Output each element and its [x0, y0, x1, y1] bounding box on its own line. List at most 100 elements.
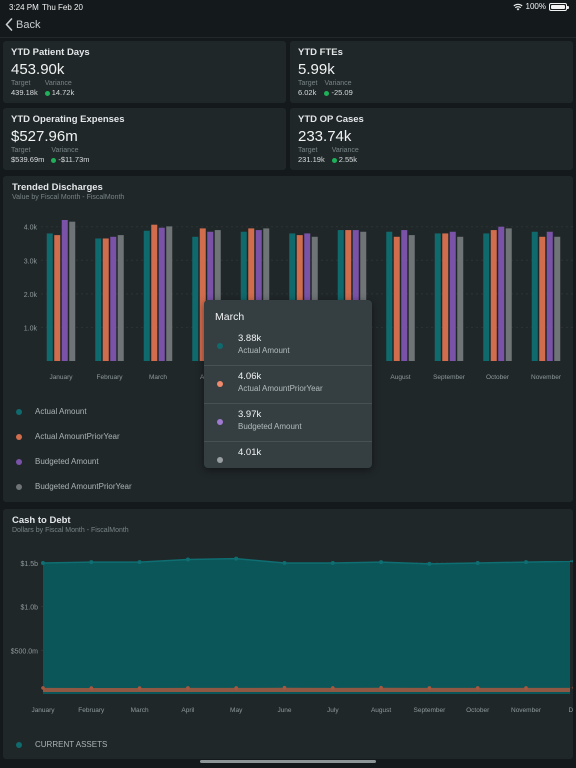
- bar: [54, 235, 61, 361]
- kpi-target-label: Target: [298, 147, 318, 154]
- area-point: [234, 556, 239, 561]
- series-dot-icon: [217, 381, 223, 387]
- bar: [531, 231, 538, 361]
- tooltip-value: 3.97k: [238, 409, 262, 420]
- kpi-target-label: Target: [11, 80, 31, 87]
- area-point: [330, 561, 335, 565]
- bar: [434, 233, 441, 361]
- tooltip-row: 3.97k Budgeted Amount: [204, 404, 372, 442]
- legend-item-actual[interactable]: Actual Amount: [16, 407, 87, 416]
- kpi-variance-label: Variance: [51, 147, 79, 154]
- legend-label: Actual Amount: [35, 407, 87, 416]
- low-point: [41, 686, 45, 690]
- bar: [304, 233, 311, 361]
- legend-label: Actual AmountPriorYear: [35, 432, 120, 441]
- trended-discharges-chart[interactable]: 1.0k2.0k3.0k4.0kJanuaryFebruaryMarchApri…: [3, 176, 573, 391]
- x-tick-label: January: [49, 374, 73, 381]
- bar: [102, 238, 109, 361]
- y-tick-label: $1.5b: [20, 561, 38, 568]
- kpi-card-operating-expenses[interactable]: YTD Operating Expenses $527.96m Target $5…: [3, 108, 286, 170]
- bar: [46, 233, 53, 361]
- low-point: [234, 686, 238, 690]
- back-button[interactable]: Back: [5, 18, 40, 31]
- kpi-target-label: Target: [298, 80, 318, 87]
- nav-bar: Back: [0, 14, 576, 38]
- x-tick-label: August: [390, 374, 410, 381]
- bar: [554, 236, 561, 361]
- kpi-value: 5.99k: [298, 61, 335, 78]
- bar: [311, 236, 318, 361]
- low-point: [475, 686, 480, 690]
- kpi-target-label: Target: [11, 147, 31, 154]
- kpi-variance: -$11.73m: [58, 155, 90, 164]
- bar: [166, 226, 173, 361]
- bar: [199, 228, 206, 361]
- low-point: [186, 686, 190, 690]
- area-point: [89, 560, 94, 565]
- tooltip-value: 4.06k: [238, 371, 262, 382]
- cash-to-debt-panel: Cash to Debt Dollars by Fiscal Month - F…: [3, 509, 573, 759]
- bar: [192, 236, 199, 361]
- x-tick-label: February: [96, 374, 123, 381]
- legend-item-current-assets[interactable]: CURRENT ASSETS: [16, 740, 107, 749]
- area-point: [427, 561, 432, 566]
- kpi-card-ftes[interactable]: YTD FTEs 5.99k Target 6.02k Variance -25.0…: [290, 41, 573, 103]
- area-point: [475, 561, 480, 565]
- legend-item-budget-prior[interactable]: Budgeted AmountPriorYear: [16, 482, 132, 491]
- y-tick-label: 2.0k: [24, 292, 38, 299]
- bar: [457, 236, 464, 361]
- bar: [386, 231, 393, 361]
- x-tick-label: October: [486, 374, 510, 381]
- bar: [483, 233, 490, 361]
- x-tick-label: June: [277, 707, 291, 714]
- tooltip-row: 4.06k Actual AmountPriorYear: [204, 366, 372, 404]
- area-point: [572, 559, 573, 563]
- kpi-card-patient-days[interactable]: YTD Patient Days 453.90k Target 439.18k V…: [3, 41, 286, 103]
- low-point: [137, 686, 142, 690]
- kpi-variance: 14.72k: [51, 88, 75, 97]
- y-tick-label: 4.0k: [24, 225, 38, 232]
- area-point: [282, 561, 287, 565]
- x-tick-label: November: [511, 707, 542, 714]
- tooltip-title: March: [215, 311, 245, 323]
- legend-dot-icon: [16, 483, 22, 490]
- series-dot-icon: [217, 419, 223, 425]
- status-time: 3:24 PM: [9, 3, 39, 12]
- low-point: [572, 686, 573, 689]
- chart-title: Cash to Debt: [12, 515, 71, 526]
- kpi-card-op-cases[interactable]: YTD OP Cases 233.74k Target 231.19k Varia…: [290, 108, 573, 170]
- legend-item-budget[interactable]: Budgeted Amount: [16, 457, 99, 466]
- kpi-value: 233.74k: [298, 128, 352, 145]
- legend-item-prior[interactable]: Actual AmountPriorYear: [16, 432, 120, 441]
- bar: [143, 230, 150, 361]
- tooltip-series: Actual Amount: [238, 346, 290, 355]
- status-date: Thu Feb 20: [42, 3, 83, 12]
- bar: [401, 230, 408, 361]
- legend-label: CURRENT ASSETS: [35, 740, 108, 749]
- chart-subtitle: Dollars by Fiscal Month - FiscalMonth: [12, 527, 129, 534]
- kpi-title: YTD Operating Expenses: [11, 114, 125, 125]
- bar: [352, 230, 359, 361]
- x-tick-label: Dec: [569, 707, 573, 714]
- x-tick-label: April: [181, 707, 195, 714]
- low-point: [331, 686, 335, 690]
- kpi-variance-label: Variance: [331, 147, 359, 154]
- area-current-assets: [43, 558, 573, 694]
- kpi-variance-label: Variance: [324, 80, 352, 87]
- back-label: Back: [16, 18, 41, 31]
- bar: [255, 230, 262, 361]
- variance-indicator-icon: [324, 90, 330, 96]
- variance-indicator-icon: [51, 157, 57, 163]
- low-point: [282, 685, 287, 690]
- legend-dot-icon: [16, 408, 22, 415]
- tooltip-row: 4.01k: [204, 442, 372, 468]
- bar: [61, 220, 68, 361]
- tooltip-series: Actual AmountPriorYear: [238, 384, 323, 393]
- bar: [117, 235, 124, 361]
- status-bar: 3:24 PM Thu Feb 20 100%: [0, 0, 576, 14]
- cash-to-debt-chart[interactable]: $500.0m $1.0b $1.5b January February March Apr…: [3, 509, 573, 724]
- bar: [151, 224, 158, 361]
- bar: [95, 238, 102, 361]
- x-tick-label: January: [31, 707, 55, 714]
- bar: [393, 236, 400, 361]
